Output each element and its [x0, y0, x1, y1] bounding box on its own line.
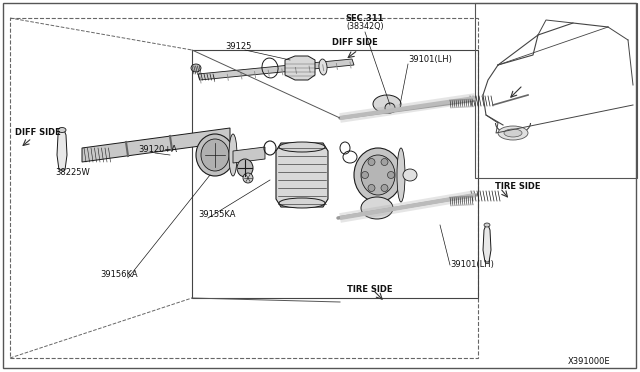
- Text: DIFF SIDE: DIFF SIDE: [15, 128, 61, 137]
- Circle shape: [368, 185, 375, 192]
- Text: 39101(LH): 39101(LH): [450, 260, 494, 269]
- Ellipse shape: [504, 129, 522, 137]
- Text: 39101(LH): 39101(LH): [408, 55, 452, 64]
- Ellipse shape: [354, 148, 402, 202]
- Text: 39125: 39125: [225, 42, 252, 51]
- Polygon shape: [233, 147, 265, 163]
- Bar: [192, 50, 478, 298]
- Circle shape: [381, 185, 388, 192]
- Text: TIRE SIDE: TIRE SIDE: [348, 285, 393, 294]
- Ellipse shape: [361, 155, 395, 195]
- Text: DIFF SIDE: DIFF SIDE: [332, 38, 378, 47]
- Polygon shape: [82, 128, 230, 162]
- Ellipse shape: [319, 59, 327, 75]
- Ellipse shape: [498, 126, 528, 140]
- Text: 38225W: 38225W: [55, 168, 90, 177]
- Polygon shape: [483, 225, 491, 262]
- Polygon shape: [198, 59, 354, 80]
- Circle shape: [385, 103, 395, 113]
- Text: (38342Q): (38342Q): [346, 22, 384, 31]
- Ellipse shape: [484, 223, 490, 227]
- Ellipse shape: [191, 64, 201, 72]
- Ellipse shape: [279, 198, 325, 208]
- Polygon shape: [57, 130, 67, 170]
- Circle shape: [381, 158, 388, 166]
- Text: TIRE SIDE: TIRE SIDE: [495, 182, 541, 191]
- Ellipse shape: [397, 148, 405, 202]
- Text: SEC.311: SEC.311: [346, 14, 384, 23]
- Bar: [10, 18, 478, 358]
- Ellipse shape: [279, 142, 325, 152]
- Circle shape: [387, 171, 394, 179]
- Text: 39120+A: 39120+A: [138, 145, 177, 154]
- Ellipse shape: [201, 139, 229, 171]
- Ellipse shape: [237, 159, 253, 177]
- Polygon shape: [276, 143, 328, 207]
- Circle shape: [368, 158, 375, 166]
- Ellipse shape: [58, 128, 66, 132]
- Ellipse shape: [361, 197, 393, 219]
- Text: 39155KA: 39155KA: [198, 210, 236, 219]
- Bar: [475, 3, 637, 178]
- Circle shape: [362, 171, 369, 179]
- Ellipse shape: [229, 134, 237, 176]
- Ellipse shape: [196, 134, 234, 176]
- Text: 39156KA: 39156KA: [100, 270, 138, 279]
- Text: X391000E: X391000E: [568, 357, 611, 366]
- Ellipse shape: [403, 169, 417, 181]
- Polygon shape: [285, 56, 315, 80]
- Ellipse shape: [373, 95, 401, 113]
- Ellipse shape: [243, 173, 253, 183]
